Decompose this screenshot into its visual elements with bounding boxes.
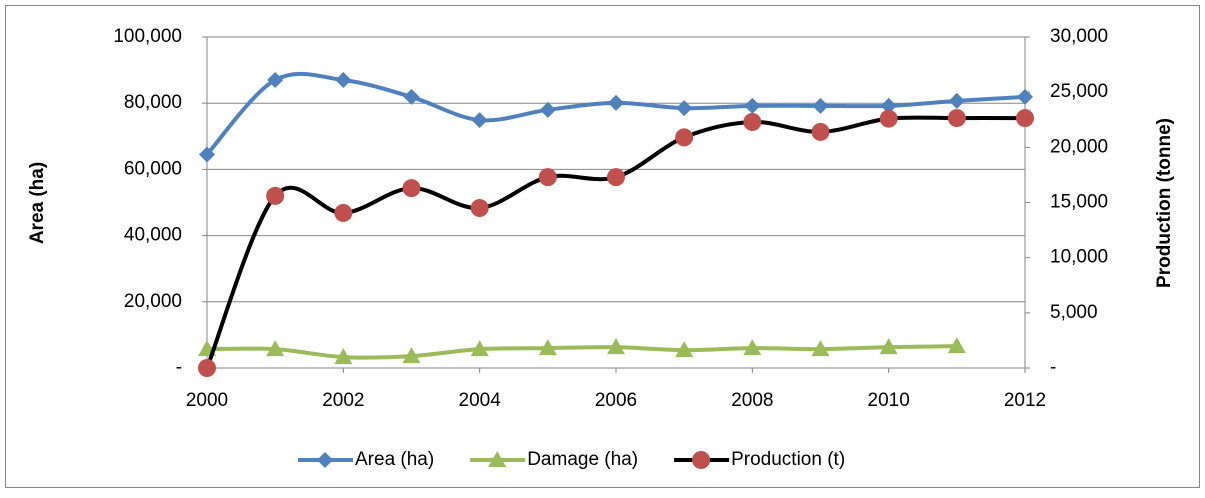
y2-axis-title: Production (tonne) (1154, 118, 1175, 288)
data-point (199, 146, 215, 163)
chart-border (5, 5, 1200, 488)
data-point (947, 109, 966, 128)
data-point (743, 339, 762, 356)
x-tick-label: 2006 (595, 390, 637, 411)
data-point (334, 348, 353, 365)
y-tick-label: 60,000 (124, 158, 182, 179)
x-tick-label: 2000 (186, 390, 228, 411)
data-point (879, 338, 898, 355)
y-tick-label: 40,000 (124, 225, 182, 246)
data-point (539, 101, 556, 118)
data-point (743, 112, 762, 131)
series-line (206, 344, 957, 360)
legend-marker (488, 451, 507, 467)
x-tick-label: 2008 (731, 390, 773, 411)
data-point (538, 339, 557, 356)
data-point (1016, 109, 1034, 128)
x-tick-label: 2002 (322, 390, 364, 411)
legend-marker (317, 452, 333, 468)
data-point (675, 128, 694, 147)
legend-marker (692, 451, 711, 469)
y2-tick-label: 10,000 (1050, 247, 1108, 268)
data-point (335, 72, 352, 89)
data-point (402, 179, 421, 198)
y-tick-label: 100,000 (113, 26, 182, 47)
x-tick-label: 2012 (1004, 390, 1046, 411)
data-point (470, 340, 489, 357)
data-point (607, 338, 625, 355)
data-point (402, 347, 421, 364)
data-point (266, 186, 285, 205)
y-tick-label: 80,000 (124, 92, 182, 113)
y2-tick-label: 5,000 (1050, 302, 1098, 323)
x-tick-label: 2010 (868, 390, 910, 411)
data-point (334, 203, 353, 222)
data-point (879, 109, 898, 128)
y2-tick-label: 20,000 (1050, 136, 1108, 157)
data-point (676, 100, 693, 117)
data-point (607, 168, 625, 187)
data-point (267, 72, 284, 89)
data-point (471, 112, 488, 129)
x-tick-label: 2004 (459, 390, 502, 411)
y-tick-label: 20,000 (124, 291, 182, 312)
data-point (675, 341, 694, 358)
y2-tick-label: 15,000 (1050, 192, 1108, 213)
data-point (947, 337, 966, 354)
y2-tick-label: 25,000 (1050, 81, 1108, 102)
data-point (198, 359, 216, 377)
legend-label: Area (ha) (355, 449, 434, 470)
data-point (470, 199, 489, 218)
y2-tick-label: 30,000 (1050, 26, 1108, 47)
data-point (948, 92, 965, 109)
y-axis-title: Area (ha) (27, 162, 48, 244)
data-point (811, 340, 830, 357)
data-point (812, 97, 829, 114)
data-point (1017, 88, 1033, 105)
data-point (744, 97, 761, 114)
data-point (266, 340, 285, 357)
data-point (880, 97, 897, 114)
legend-label: Damage (ha) (527, 449, 638, 470)
data-point (811, 122, 830, 141)
legend-label: Production (t) (731, 449, 845, 470)
y-tick-label: - (176, 357, 182, 378)
data-point (403, 88, 420, 105)
data-point (538, 168, 557, 187)
data-point (608, 94, 624, 111)
y2-tick-label: - (1050, 357, 1056, 378)
